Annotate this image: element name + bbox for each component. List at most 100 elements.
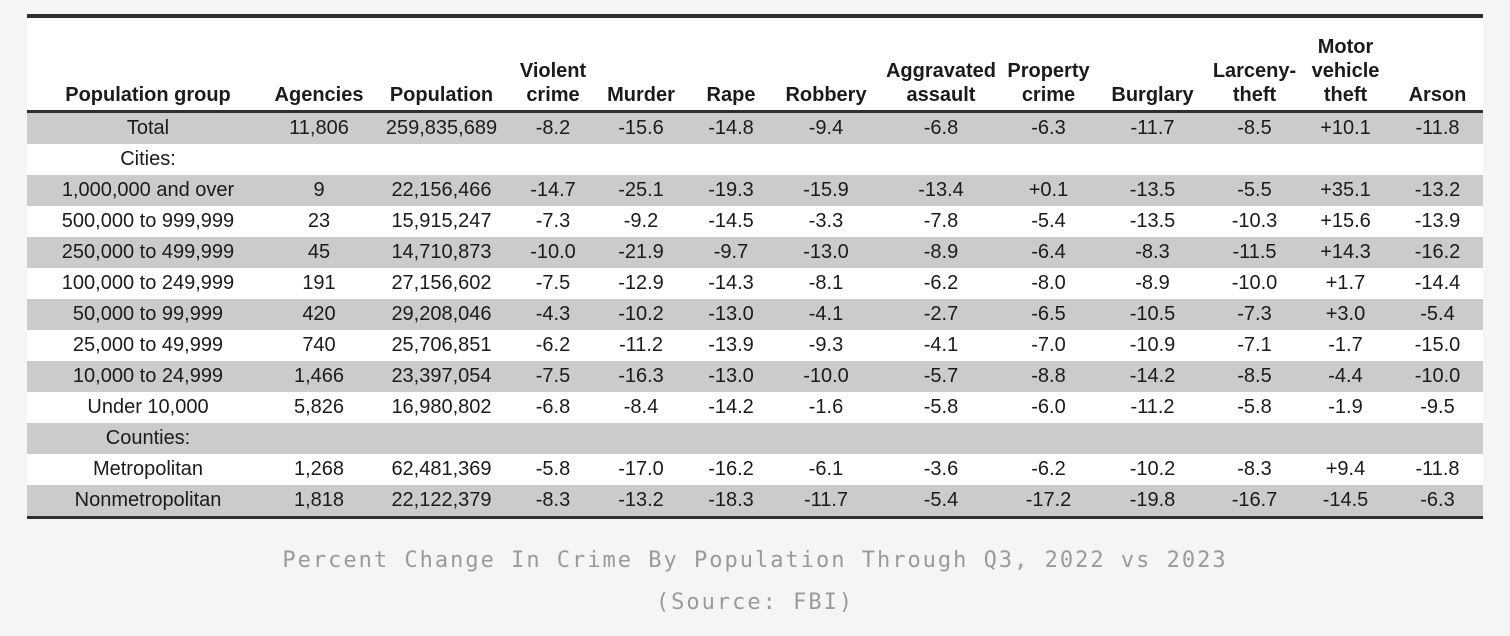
cell-value: -5.7 [923,365,959,387]
cell-value: -4.4 [1328,365,1363,387]
cell-value: -7.3 [1237,303,1272,325]
cell-value: -14.5 [708,210,754,232]
cell-value [880,144,1002,175]
cell-value [592,423,690,454]
cell-value: -13.5 [1129,210,1176,232]
cell-value: -5.4 [1031,210,1066,232]
crime-change-table: Population group Agencies Population Violen… [27,14,1483,519]
cell-value: -10.0 [530,241,576,263]
cell-value: -7.5 [535,272,571,294]
cell-value: -13.0 [803,241,849,263]
column-header: Rape [690,18,772,113]
cell-value: -19.8 [1129,489,1176,511]
cell-value: -3.6 [923,458,959,480]
cell-value: -17.0 [618,458,664,480]
cell-value [1299,144,1392,175]
column-header: Larceny- theft [1210,18,1299,113]
cell-value: -14.8 [708,117,754,139]
row-label: Metropolitan [92,458,204,480]
table-row: Total 11,806 259,835,689 -8.2 -15.6 -14.8 -9.4… [27,111,1483,144]
cell-value: -19.3 [708,179,754,201]
cell-value: -1.9 [1328,396,1363,418]
cell-value: -6.5 [1031,303,1066,325]
cell-value: -1.6 [808,396,844,418]
cell-value: -16.2 [708,458,754,480]
column-header: Agencies [269,18,369,113]
column-header: Arson [1392,18,1483,113]
cell-value: +14.3 [1320,241,1371,263]
cell-value: 1,818 [293,489,345,511]
caption-title: Percent Change In Crime By Population Th… [282,548,1228,573]
cell-value: 15,915,247 [391,210,492,232]
cell-value: -6.2 [535,334,571,356]
cell-value: 1,268 [293,458,345,480]
cell-value: -16.3 [618,365,664,387]
column-header: Violent crime [514,18,592,113]
cell-value: -6.3 [1031,117,1066,139]
table-row: Metropolitan 1,268 62,481,369 -5.8 -17.0 -16.… [27,454,1483,485]
cell-value: -10.9 [1129,334,1176,356]
cell-value: +3.0 [1325,303,1366,325]
column-header: Property crime [1002,18,1095,113]
cell-value: -7.5 [535,365,571,387]
cell-value: 5,826 [293,396,345,418]
cell-value: -10.0 [803,365,849,387]
cell-value: -17.2 [1025,489,1072,511]
data-table: Population group Agencies Population Violen… [27,18,1483,516]
cell-value: -5.4 [923,489,959,511]
cell-value [514,144,592,175]
cell-value: -7.8 [923,210,959,232]
cell-value: -11.2 [618,334,664,356]
cell-value: -13.9 [1414,210,1461,232]
cell-value: -2.7 [923,303,959,325]
cell-value: -12.9 [618,272,664,294]
cell-value: -10.0 [1414,365,1461,387]
cell-value: -14.2 [708,396,754,418]
cell-value: 22,122,379 [391,489,492,511]
cell-value [369,144,514,175]
cell-value [1392,423,1483,454]
cell-value: -4.3 [535,303,571,325]
column-header: Burglary [1095,18,1210,113]
cell-value: +9.4 [1325,458,1366,480]
cell-value: -15.0 [1414,334,1461,356]
cell-value [269,144,369,175]
cell-value [369,423,514,454]
cell-value: +1.7 [1325,272,1366,294]
cell-value: -10.0 [1231,272,1278,294]
cell-value: -5.8 [923,396,959,418]
cell-value: -8.4 [623,396,659,418]
cell-value [1095,423,1210,454]
table-row: Under 10,000 5,826 16,980,802 -6.8 -8.4 -14.2… [27,392,1483,423]
cell-value: -5.4 [1420,303,1455,325]
cell-value: -7.1 [1237,334,1272,356]
cell-value: -8.9 [1135,272,1170,294]
row-label: Under 10,000 [87,396,209,418]
cell-value: 16,980,802 [391,396,492,418]
cell-value: -6.2 [923,272,959,294]
cell-value: -8.3 [1135,241,1170,263]
column-header: Murder [592,18,690,113]
cell-value: -6.8 [535,396,571,418]
cell-value: 29,208,046 [391,303,492,325]
table-row: Counties: [27,423,1483,454]
cell-value: -14.4 [1414,272,1461,294]
cell-value [1210,423,1299,454]
cell-value: 191 [302,272,336,294]
table-row: 25,000 to 49,999 740 25,706,851 -6.2 -11.2 -1… [27,330,1483,361]
cell-value: -6.1 [808,458,844,480]
cell-value: -14.5 [1322,489,1369,511]
row-label: 50,000 to 99,999 [72,303,224,325]
cell-value: -8.0 [1031,272,1066,294]
cell-value: -8.5 [1237,365,1272,387]
cell-value: -9.2 [623,210,659,232]
row-label: 500,000 to 999,999 [61,210,235,232]
cell-value: -6.3 [1420,489,1455,511]
cell-value: -9.7 [713,241,749,263]
cell-value: -13.9 [708,334,754,356]
table-body: Total 11,806 259,835,689 -8.2 -15.6 -14.8 -9.4… [27,111,1483,516]
row-label: 100,000 to 249,999 [61,272,235,294]
cell-value [1210,144,1299,175]
header-row: Population group Agencies Population Violen… [27,18,1483,113]
